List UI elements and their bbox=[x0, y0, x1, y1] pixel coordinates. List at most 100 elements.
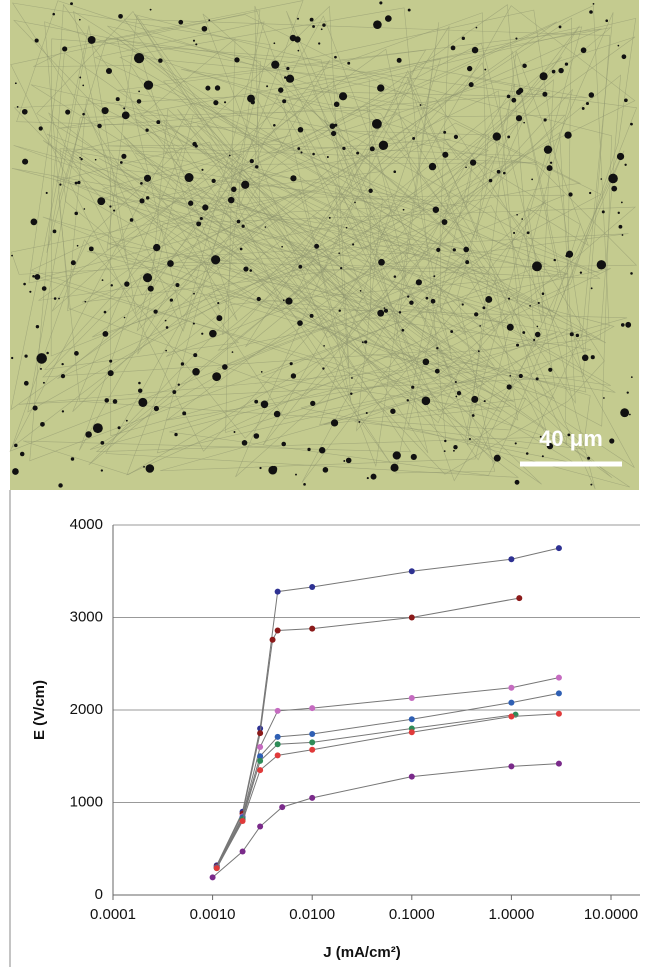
pore bbox=[52, 13, 55, 16]
pore bbox=[630, 123, 633, 126]
pore bbox=[531, 179, 533, 181]
pore bbox=[482, 306, 485, 309]
pore bbox=[232, 351, 234, 353]
pore bbox=[453, 450, 455, 452]
data-point bbox=[275, 627, 281, 633]
pore bbox=[516, 115, 522, 121]
data-point bbox=[309, 739, 315, 745]
pore bbox=[124, 281, 129, 286]
pore bbox=[371, 474, 377, 480]
pore bbox=[271, 61, 279, 69]
pore bbox=[165, 320, 167, 322]
pore bbox=[412, 137, 415, 140]
pore bbox=[409, 300, 413, 304]
pore bbox=[589, 92, 594, 97]
pore bbox=[74, 351, 79, 356]
pore bbox=[346, 458, 352, 464]
pore bbox=[350, 392, 352, 394]
pore bbox=[39, 126, 43, 130]
pore bbox=[77, 181, 80, 184]
pore bbox=[290, 362, 293, 365]
pore bbox=[116, 97, 120, 101]
pore bbox=[384, 309, 388, 313]
pore bbox=[167, 260, 174, 267]
pore bbox=[444, 450, 446, 452]
pore bbox=[542, 92, 547, 97]
pore bbox=[420, 104, 422, 106]
pore bbox=[535, 332, 541, 338]
pore bbox=[123, 107, 125, 109]
pore bbox=[465, 166, 467, 168]
pore bbox=[178, 20, 183, 25]
data-point bbox=[275, 741, 281, 747]
pore bbox=[576, 334, 579, 337]
pore bbox=[193, 323, 195, 325]
pore bbox=[602, 210, 605, 213]
pore bbox=[547, 165, 553, 171]
pore bbox=[74, 212, 78, 216]
data-point bbox=[275, 734, 281, 740]
pore bbox=[618, 212, 620, 214]
pore bbox=[624, 164, 626, 166]
pore bbox=[548, 368, 552, 372]
pore bbox=[109, 205, 111, 207]
pore bbox=[104, 398, 109, 403]
pore bbox=[436, 347, 438, 349]
pore bbox=[327, 156, 329, 158]
pore bbox=[385, 15, 392, 22]
y-tick-label: 3000 bbox=[70, 608, 103, 625]
pore bbox=[36, 353, 47, 364]
pore bbox=[455, 381, 457, 383]
pore bbox=[377, 84, 384, 91]
pore bbox=[205, 86, 210, 91]
pore bbox=[15, 82, 17, 84]
pore bbox=[100, 441, 104, 445]
pore bbox=[298, 127, 303, 132]
pore bbox=[242, 225, 245, 228]
data-point bbox=[279, 804, 285, 810]
pore bbox=[31, 219, 38, 226]
pore bbox=[193, 293, 195, 295]
pore bbox=[134, 53, 144, 63]
data-point bbox=[275, 708, 281, 714]
data-point bbox=[257, 730, 263, 736]
pore bbox=[24, 355, 27, 358]
data-point bbox=[275, 589, 281, 595]
pore bbox=[558, 68, 563, 73]
pore bbox=[533, 339, 535, 341]
pore bbox=[521, 218, 523, 220]
pore bbox=[489, 179, 492, 182]
data-point bbox=[257, 767, 263, 773]
pore bbox=[631, 376, 633, 378]
data-point bbox=[508, 700, 514, 706]
pore bbox=[59, 184, 61, 186]
pore bbox=[589, 10, 593, 14]
data-point bbox=[210, 874, 216, 880]
data-point bbox=[556, 545, 562, 551]
pore bbox=[154, 406, 159, 411]
pore bbox=[467, 66, 472, 71]
pore bbox=[479, 325, 481, 327]
pore bbox=[470, 160, 476, 166]
pore bbox=[591, 355, 595, 359]
pore bbox=[469, 82, 474, 87]
pore bbox=[334, 102, 340, 108]
pore bbox=[150, 9, 152, 11]
pore bbox=[14, 444, 18, 448]
pore bbox=[243, 266, 248, 271]
pore bbox=[431, 299, 436, 304]
pore bbox=[469, 438, 471, 440]
pore bbox=[516, 344, 519, 347]
pore bbox=[390, 409, 395, 414]
pore bbox=[516, 214, 518, 216]
pore bbox=[153, 310, 157, 314]
pore bbox=[138, 388, 142, 392]
pore bbox=[538, 302, 540, 304]
y-tick-label: 4000 bbox=[70, 516, 103, 533]
pore bbox=[322, 23, 325, 26]
data-point bbox=[508, 763, 514, 769]
pore bbox=[354, 202, 356, 204]
pore bbox=[303, 483, 306, 486]
pore bbox=[208, 19, 210, 21]
data-point bbox=[309, 626, 315, 632]
